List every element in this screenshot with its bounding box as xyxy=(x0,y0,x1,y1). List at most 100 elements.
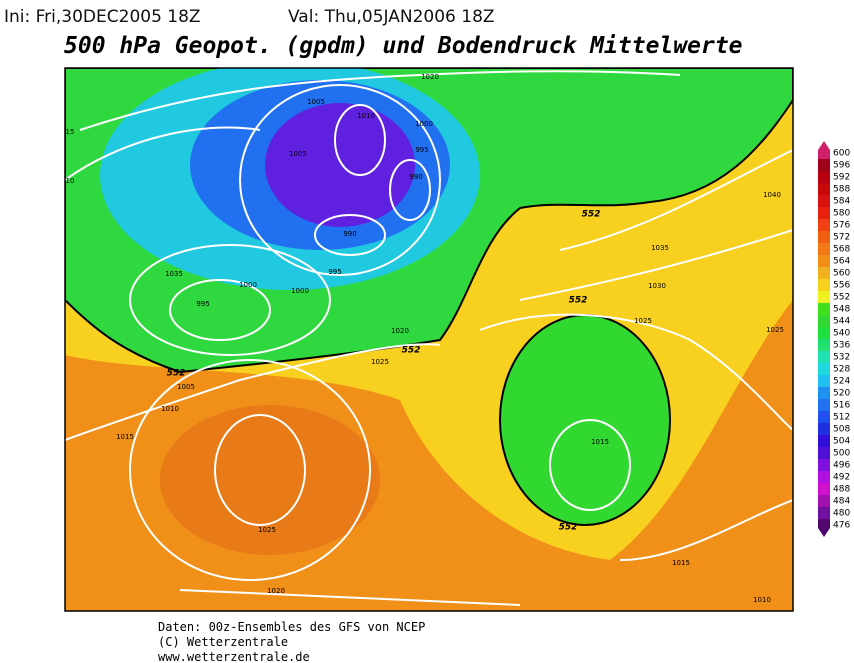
pressure-label: 1035 xyxy=(165,270,183,278)
legend-label: 568 xyxy=(833,245,850,255)
legend-label: 516 xyxy=(833,401,850,411)
height-label: 552 xyxy=(167,369,186,379)
legend-label: 580 xyxy=(833,209,850,219)
legend-label: 512 xyxy=(833,413,850,423)
legend-label: 592 xyxy=(833,173,850,183)
pressure-label: 10 xyxy=(66,177,75,185)
legend-swatch xyxy=(818,411,830,423)
pressure-label: 1020 xyxy=(391,327,409,335)
legend-swatch xyxy=(818,279,830,291)
legend-swatch xyxy=(818,267,830,279)
legend-swatch xyxy=(818,495,830,507)
legend-swatch xyxy=(818,315,830,327)
pressure-label: 1000 xyxy=(415,120,433,128)
isobar xyxy=(65,126,261,181)
legend-label: 484 xyxy=(833,497,850,507)
pressure-label: 1020 xyxy=(267,587,285,595)
pressure-label: 1010 xyxy=(161,405,179,413)
footer-line: (C) Wetterzentrale xyxy=(158,635,288,649)
pressure-label: 1025 xyxy=(634,317,652,325)
legend-label: 556 xyxy=(833,281,850,291)
legend-label: 496 xyxy=(833,461,850,471)
legend-swatch xyxy=(818,171,830,183)
legend-swatch xyxy=(818,375,830,387)
legend-label: 504 xyxy=(833,437,850,447)
legend-label: 520 xyxy=(833,389,850,399)
legend-label: 528 xyxy=(833,365,850,375)
pressure-label: 1015 xyxy=(591,438,609,446)
pressure-label: 1015 xyxy=(116,433,134,441)
legend-label: 572 xyxy=(833,233,850,243)
pressure-label: 1000 xyxy=(291,287,309,295)
pressure-label: 1025 xyxy=(766,326,784,334)
pressure-label: 1025 xyxy=(371,358,389,366)
legend-swatch xyxy=(818,351,830,363)
isobar xyxy=(559,149,793,251)
legend-swatch xyxy=(818,183,830,195)
pressure-label: 1025 xyxy=(258,526,276,534)
legend-swatch xyxy=(818,483,830,495)
isobar xyxy=(549,419,631,511)
legend-label: 536 xyxy=(833,341,850,351)
legend-label: 500 xyxy=(833,449,850,459)
purple-field xyxy=(265,103,415,227)
legend-swatch xyxy=(818,447,830,459)
pressure-label: 995 xyxy=(196,300,209,308)
legend-swatch xyxy=(818,231,830,243)
height-label: 552 xyxy=(582,210,601,220)
legend-swatch xyxy=(818,159,830,171)
legend-swatch xyxy=(818,255,830,267)
dark-orange-field xyxy=(160,405,380,555)
legend-swatch xyxy=(818,363,830,375)
pressure-label: 990 xyxy=(343,230,356,238)
isobar xyxy=(129,244,331,356)
pressure-label: 990 xyxy=(409,173,422,181)
isobar xyxy=(214,414,306,526)
legend-swatch xyxy=(818,141,830,159)
legend-swatch xyxy=(818,435,830,447)
footer-line: www.wetterzentrale.de xyxy=(158,650,310,663)
legend-swatch xyxy=(818,459,830,471)
legend-swatch xyxy=(818,423,830,435)
legend-label: 532 xyxy=(833,353,850,363)
pressure-label: 1020 xyxy=(421,73,439,81)
legend-swatch xyxy=(818,195,830,207)
height-label: 552 xyxy=(402,346,421,356)
legend-swatch xyxy=(818,507,830,519)
pressure-label: 1035 xyxy=(651,244,669,252)
legend: 600 596 592 588 584 580 576 572 568 564 560 556 552 5… xyxy=(818,141,850,537)
footer-line: Daten: 00z-Ensembles des GFS von NCEP xyxy=(158,620,425,634)
legend-label: 492 xyxy=(833,473,850,483)
legend-label: 588 xyxy=(833,185,850,195)
legend-swatch xyxy=(818,339,830,351)
legend-label: 560 xyxy=(833,269,850,279)
legend-label: 508 xyxy=(833,425,850,435)
isobar xyxy=(129,359,371,581)
isobar xyxy=(389,159,431,221)
pressure-label: 1005 xyxy=(289,150,307,158)
legend-label: 476 xyxy=(833,521,850,531)
legend-label: 488 xyxy=(833,485,850,495)
height-label: 552 xyxy=(569,296,588,306)
map-title: 500 hPa Geopot. (gpdm) und Bodendruck Mi… xyxy=(64,33,743,59)
legend-swatch xyxy=(818,303,830,315)
legend-label: 524 xyxy=(833,377,850,387)
init-time: Ini: Fri,30DEC2005 18Z xyxy=(4,7,201,27)
legend-swatch xyxy=(818,399,830,411)
pressure-label: 1005 xyxy=(177,383,195,391)
pressure-label: 1015 xyxy=(672,559,690,567)
legend-swatch xyxy=(818,207,830,219)
isobar xyxy=(179,589,521,606)
isobar xyxy=(314,214,386,256)
isobar xyxy=(619,499,793,561)
pressure-label: 15 xyxy=(66,128,75,136)
pressure-label: 1010 xyxy=(357,112,375,120)
legend-label: 596 xyxy=(833,161,850,171)
isobar xyxy=(334,104,386,176)
isobar xyxy=(79,70,681,131)
isobar xyxy=(479,313,793,431)
legend-label: 584 xyxy=(833,197,850,207)
map-frame xyxy=(64,67,794,612)
legend-swatch xyxy=(818,387,830,399)
